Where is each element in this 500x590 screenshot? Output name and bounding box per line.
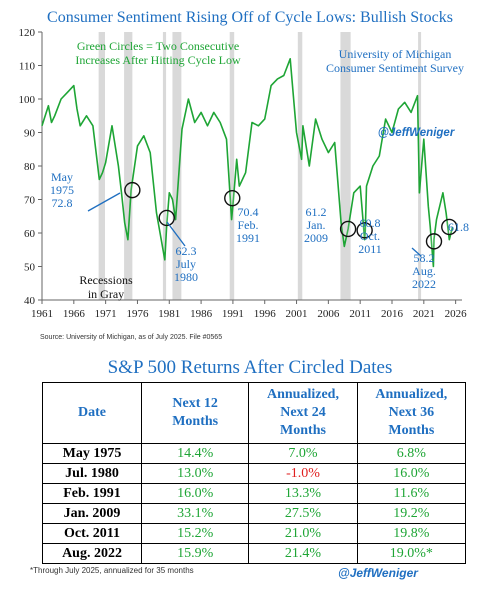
row-next-36: 19.2% <box>356 503 467 524</box>
footnote: *Through July 2025, annualized for 35 mo… <box>30 566 194 575</box>
circled-point-label: 60.8 Oct. 2011 <box>358 216 382 256</box>
header-date: Date <box>41 382 143 444</box>
chart-title: Consumer Sentiment Rising Off of Cycle L… <box>47 9 453 26</box>
cycle-low-circle <box>441 218 458 236</box>
y-tick-label: 100 <box>19 94 36 106</box>
header-next-12: Next 12 Months <box>141 382 250 444</box>
row-next-24: 21.4% <box>248 543 358 564</box>
row-next-36: 19.0%* <box>356 543 467 564</box>
survey-note: University of Michigan Consumer Sentiment… <box>326 47 464 75</box>
x-tick-label: 1961 <box>31 308 53 320</box>
x-tick-label: 1966 <box>63 308 86 320</box>
x-tick-label: 1976 <box>126 308 149 320</box>
y-tick-label: 40 <box>24 295 36 307</box>
x-tick-label: 2001 <box>286 308 308 320</box>
table-row: Oct. 2011 15.2% 21.0% 19.8% <box>41 523 467 544</box>
row-date: Aug. 2022 <box>41 543 143 564</box>
cycle-low-circle <box>425 233 443 250</box>
row-date: Oct. 2011 <box>41 523 143 544</box>
header-next-24-text: Annualized, Next 24 Months <box>267 387 339 438</box>
y-tick-label: 70 <box>24 195 36 207</box>
recession-bar <box>172 32 182 300</box>
table-row: May 1975 14.4% 7.0% 6.8% <box>41 443 467 464</box>
recession-bar <box>297 32 303 300</box>
row-next-24: 21.0% <box>248 523 358 544</box>
chart-handle: @JeffWeniger <box>378 127 455 139</box>
recession-bar <box>124 32 133 300</box>
cycle-low-circle <box>158 209 175 227</box>
returns-table: Date Next 12 Months Annualized, Next 24 Mon… <box>41 382 467 564</box>
header-next-36-text: Annualized, Next 36 Months <box>375 387 448 438</box>
cycle-low-circle <box>224 189 241 207</box>
x-tick-label: 1996 <box>254 308 277 320</box>
row-next-36: 16.0% <box>356 463 467 484</box>
row-next-24: -1.0% <box>248 463 358 484</box>
y-tick-label: 90 <box>24 128 36 140</box>
row-next-24: 7.0% <box>248 443 358 464</box>
x-tick-label: 2016 <box>381 308 404 320</box>
header-next-12-text: Next 12 Months <box>172 396 219 429</box>
table-title: S&P 500 Returns After Circled Dates <box>107 357 393 378</box>
table-header-row: Date Next 12 Months Annualized, Next 24 Mon… <box>41 382 467 444</box>
row-next-24: 27.5% <box>248 503 358 524</box>
header-date-text: Date <box>78 405 107 420</box>
table-row: Aug. 2022 15.9% 21.4% 19.0%* <box>41 543 467 564</box>
recession-bar <box>340 32 351 300</box>
table-row: Jan. 2009 33.1% 27.5% 19.2% <box>41 503 467 524</box>
y-tick-label: 80 <box>24 161 36 173</box>
x-tick-label: 2021 <box>413 308 435 320</box>
circled-point-label: 61.2 Jan. 2009 <box>304 205 328 245</box>
y-tick-label: 60 <box>24 228 36 240</box>
row-next-36: 19.8% <box>356 523 467 544</box>
row-next-12: 33.1% <box>141 503 250 524</box>
y-tick-label: 50 <box>24 262 36 274</box>
x-tick-label: 2011 <box>349 308 371 320</box>
x-tick-label: 1971 <box>95 308 117 320</box>
x-tick-label: 1981 <box>158 308 180 320</box>
row-next-36: 6.8% <box>356 443 467 464</box>
row-date: Feb. 1991 <box>41 483 143 504</box>
callout-line <box>411 247 422 257</box>
table-row: Feb. 1991 16.0% 13.3% 11.6% <box>41 483 467 504</box>
circled-point-label: 70.4 Feb. 1991 <box>236 205 260 245</box>
recession-bar <box>98 32 105 300</box>
header-next-24: Annualized, Next 24 Months <box>248 382 358 444</box>
row-next-12: 15.9% <box>141 543 250 564</box>
y-tick-label: 120 <box>19 27 36 39</box>
table-row: Jul. 1980 13.0% -1.0% 16.0% <box>41 463 467 484</box>
cycle-low-circle <box>124 181 141 199</box>
y-tick-label: 110 <box>19 61 36 73</box>
row-next-12: 14.4% <box>141 443 250 464</box>
row-next-12: 16.0% <box>141 483 250 504</box>
callout-line <box>166 221 186 247</box>
callout-line <box>87 192 121 212</box>
recession-bar <box>162 32 167 300</box>
row-next-24: 13.3% <box>248 483 358 504</box>
cycle-low-circle <box>339 220 357 238</box>
recession-bar <box>229 32 235 300</box>
recessions-note: Recessions in Gray <box>79 273 133 301</box>
circled-point-label: 62.3 July 1980 <box>174 244 198 284</box>
x-tick-label: 1986 <box>190 308 213 320</box>
cycle-low-circle <box>356 222 373 239</box>
green-circles-note: Green Circles = Two Consecutive Increases… <box>75 39 241 67</box>
row-date: Jul. 1980 <box>41 463 143 484</box>
x-tick-label: 2026 <box>445 308 468 320</box>
circled-point-label: 58.2 Aug. 2022 <box>412 251 436 291</box>
sentiment-line <box>41 58 454 268</box>
row-date: May 1975 <box>41 443 143 464</box>
row-next-12: 13.0% <box>141 463 250 484</box>
header-next-36: Annualized, Next 36 Months <box>356 382 467 444</box>
row-date: Jan. 2009 <box>41 503 143 524</box>
circled-point-label: May 1975 72.8 <box>50 170 74 210</box>
circled-point-label: 61.8 <box>448 220 469 234</box>
row-next-12: 15.2% <box>141 523 250 544</box>
footer-handle: @JeffWeniger <box>338 566 418 580</box>
row-next-36: 11.6% <box>356 483 467 504</box>
x-tick-label: 2006 <box>317 308 340 320</box>
sentiment-chart: Consumer Sentiment Rising Off of Cycle L… <box>19 9 470 320</box>
x-tick-label: 1991 <box>222 308 244 320</box>
source-note: Source: University of Michigan, as of Ju… <box>40 334 223 341</box>
